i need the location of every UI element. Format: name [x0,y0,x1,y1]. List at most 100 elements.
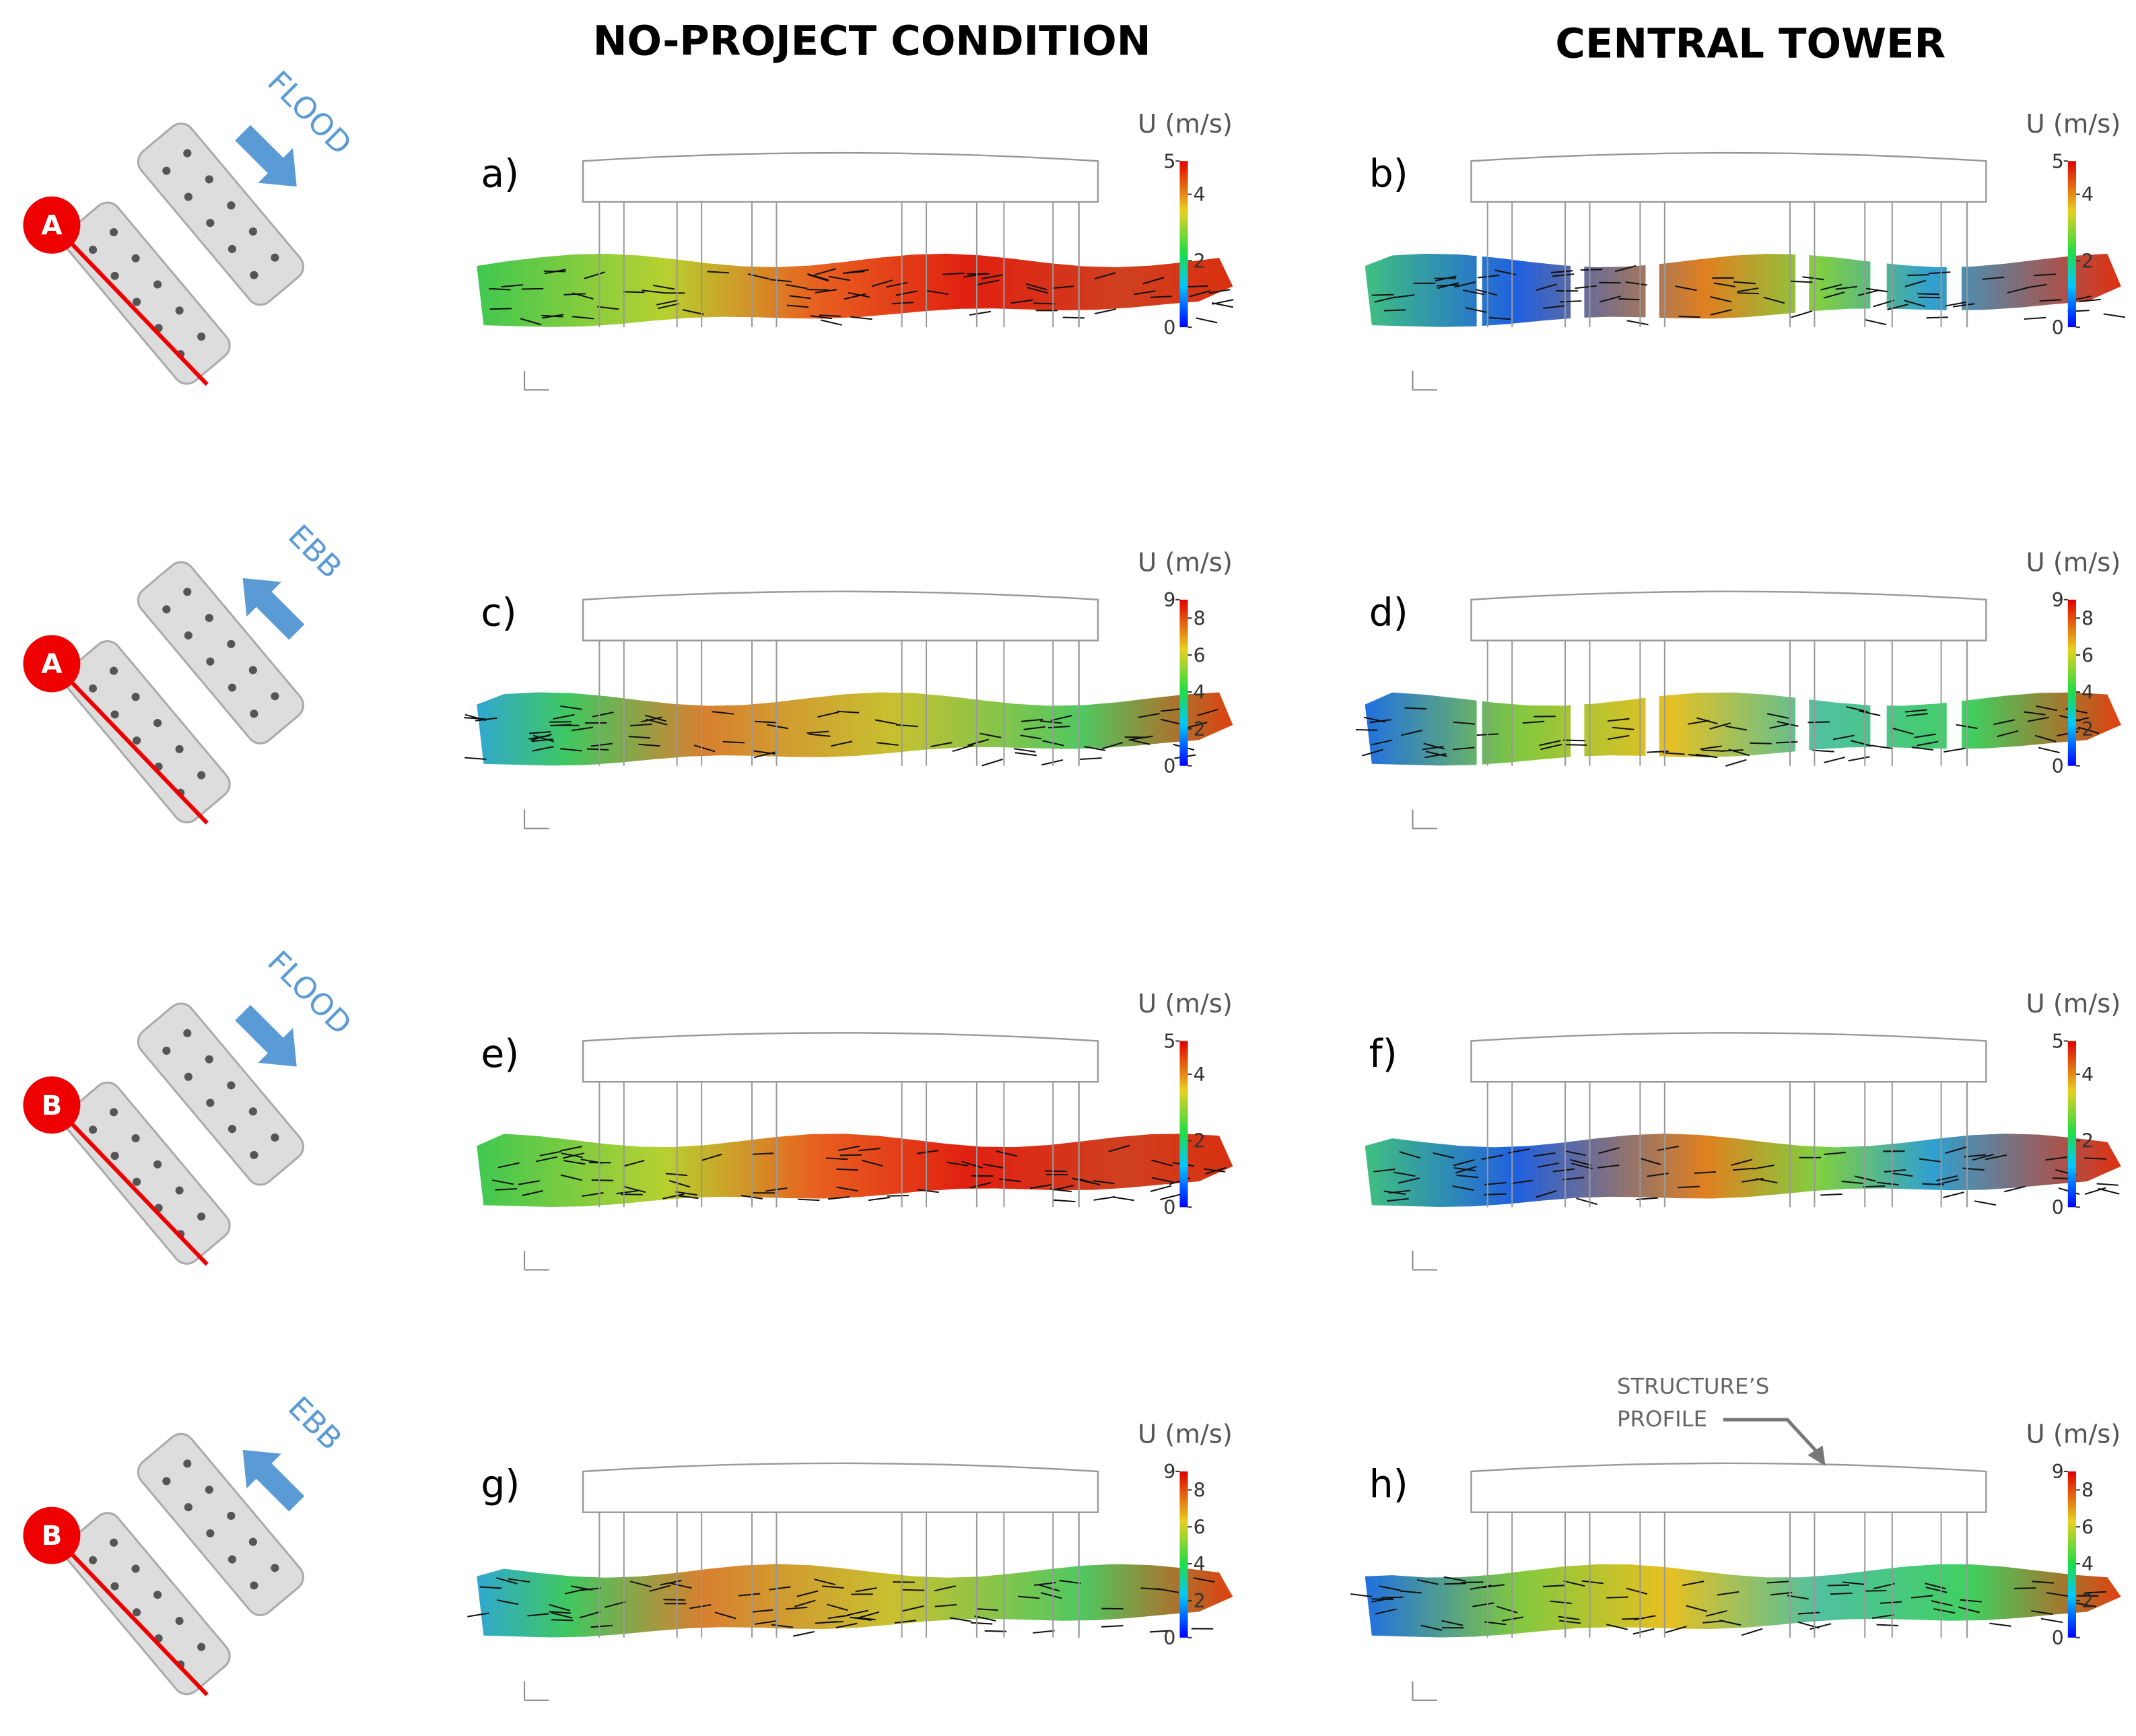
velocity-vector [1017,1595,1040,1599]
pile [248,227,257,236]
structure-profile [1470,151,1987,203]
velocity-vector [815,1620,837,1624]
velocity-vector [1972,1154,1994,1161]
velocity-vector [1537,1162,1559,1168]
pile [110,1582,119,1591]
velocity-vector [1678,315,1700,318]
section-line [69,680,209,825]
pile [88,1125,98,1134]
colorbar [2067,1471,2076,1638]
structure-profile [582,590,1099,641]
flow-direction: EBB [281,1390,348,1457]
pile [132,298,141,306]
velocity-vector [1441,1620,1463,1626]
velocity-vector [1059,1579,1081,1585]
velocity-vector [934,1585,956,1592]
velocity-vector [1160,718,1182,726]
velocity-vector [1914,733,1936,738]
velocity-vector [1393,1171,1416,1177]
velocity-vector [1663,752,1685,755]
velocity-vector [1871,744,1894,750]
annotation-arrow [1723,1418,1822,1457]
velocity-vector [1618,298,1641,301]
velocity-vector [1599,296,1621,303]
structure-profile [1470,590,1987,641]
velocity-vector [1945,1146,1967,1154]
velocity-vector [1559,300,1582,303]
colorbar [1179,599,1188,766]
colorbar-title: U (m/s) [1138,989,1233,1019]
pile [131,693,140,701]
velocity-vector [1865,287,1888,293]
colorbar-tick-label: 6 [2081,644,2094,666]
velocity-vector [521,1189,544,1197]
velocity-vector [544,269,566,275]
colorbar-tick-label: 8 [1194,1480,1206,1502]
velocity-vector [571,726,594,732]
velocity-vector [1014,752,1037,757]
pier-gap [1571,245,1585,341]
pile [153,1160,162,1169]
velocity-vector [1420,1624,1443,1631]
velocity-vector [1598,1147,1620,1154]
velocity-vector [1997,730,2019,738]
pile [153,1591,162,1599]
velocity-vector [1936,1175,1958,1181]
pier [901,1511,927,1638]
pier [751,1081,777,1208]
velocity-vector [896,724,918,728]
velocity-vector [2025,283,2047,289]
velocity-vector [616,1190,638,1195]
annotation-arrowhead [1807,1445,1826,1466]
velocity-vector [1196,317,1218,324]
velocity-vector [807,273,829,281]
velocity-vector [1404,707,1427,710]
velocity-vector [1400,729,1422,736]
arrow [235,1004,297,1067]
pier-gap [1946,245,1962,341]
velocity-vector [1363,716,1385,723]
velocity-vector [979,732,1002,738]
pile [109,1538,118,1547]
velocity-vector [1917,293,1939,296]
velocity-vector [1820,283,1842,291]
colorbar [1179,1041,1188,1208]
colorbar-max-label: 5 [2052,1031,2064,1053]
velocity-vector [952,744,974,753]
velocity-vector [1904,300,1926,308]
panel: e) U (m/s) 0 2 45 [477,989,1233,1271]
block [63,1512,231,1696]
velocity-vector [1108,1144,1130,1152]
velocity-vector [1038,1584,1060,1592]
pile [227,1081,236,1090]
velocity-vector [1020,734,1042,740]
pier [1789,1511,1815,1638]
velocity-vector [1812,749,1834,753]
velocity-vector [2004,1185,2026,1193]
pile [271,253,279,262]
velocity-vector [1422,745,1444,751]
pile [110,710,119,719]
section-marker [23,635,81,693]
colorbar-title: U (m/s) [2026,547,2121,578]
velocity-vector [842,271,865,275]
velocity-vector [1906,713,1929,717]
velocity-vector [1101,742,1124,750]
velocity-vector [1472,1602,1494,1607]
panel: a) U (m/s) 0 2 45 [477,109,1234,391]
velocity-field [477,692,1233,766]
velocity-vector [798,1198,820,1202]
velocity-vector [1160,1193,1181,1201]
velocity-vector [2035,705,2058,711]
pier-gap [1795,245,1810,341]
velocity-vector [868,1196,891,1202]
colorbar-title: U (m/s) [2026,109,2121,139]
velocity-vector [1717,1591,1739,1596]
pile [184,631,193,640]
velocity-vector [1863,1185,1886,1188]
velocity-vector [1827,1584,1850,1587]
colorbar-tick-label: 6 [1194,644,1206,666]
velocity-vector [858,1611,880,1619]
velocity-vector [1400,1590,1422,1594]
pile [109,228,118,237]
